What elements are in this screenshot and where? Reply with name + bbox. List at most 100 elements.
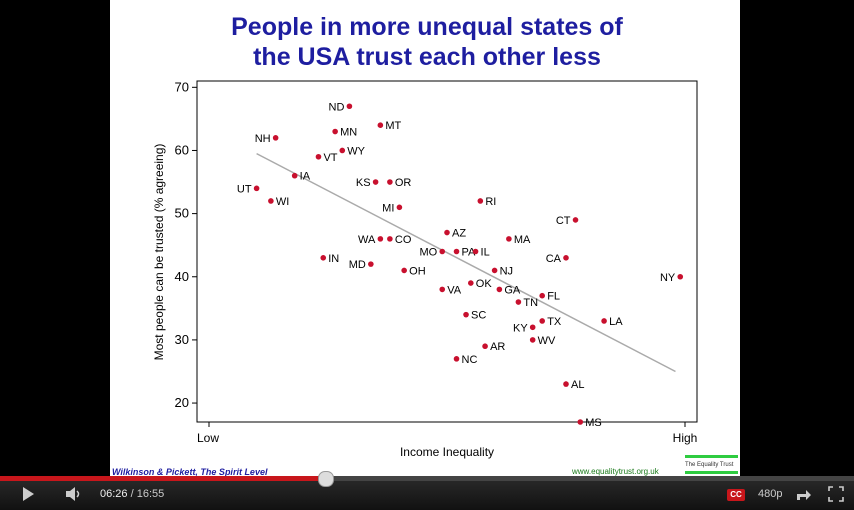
point-label-pa: PA (462, 247, 477, 259)
video-letterbox-left (0, 0, 110, 478)
data-point-in (320, 255, 327, 261)
point-label-va: VA (447, 284, 462, 296)
point-label-or: OR (395, 177, 412, 189)
point-label-ma: MA (514, 234, 531, 246)
data-point-ga (496, 286, 503, 293)
point-label-ut: UT (237, 183, 252, 195)
point-label-nd: ND (329, 101, 345, 113)
data-point-ri (477, 198, 484, 204)
share-icon[interactable] (795, 487, 813, 501)
point-label-nj: NJ (500, 265, 513, 277)
fullscreen-icon[interactable] (828, 486, 844, 502)
data-point-wy (339, 147, 346, 154)
point-label-wi: WI (276, 196, 289, 208)
point-label-vt: VT (323, 152, 337, 164)
point-label-ok: OK (476, 278, 493, 290)
x-axis-label: Income Inequality (400, 445, 494, 459)
data-point-va (439, 286, 446, 293)
point-label-al: AL (571, 379, 584, 391)
x-tick-low: Low (197, 431, 219, 445)
data-point-ks (372, 179, 379, 185)
logo-bar-top (685, 455, 738, 458)
point-label-nc: NC (462, 354, 478, 366)
citation: Wilkinson & Pickett, The Spirit Level (112, 467, 268, 477)
progress-handle[interactable] (317, 471, 334, 487)
trend-line (256, 152, 676, 373)
data-points: ND MN MT NH WY VT IA UT KS OR WI RI MI CT WA CO AZ PA MA MO… (237, 101, 684, 429)
data-point-ms (577, 419, 584, 425)
data-point-tn (515, 299, 522, 305)
scatter-chart: Income Inequality Most people can be tru… (152, 79, 698, 459)
quality-button[interactable]: 480p (758, 488, 783, 500)
point-label-nh: NH (255, 133, 271, 145)
data-point-sc (463, 311, 469, 318)
y-axis-label: Most people can be trusted (% agreeing) (152, 144, 166, 361)
data-point-ky (529, 324, 536, 331)
data-point-oh (401, 267, 407, 274)
point-label-md: MD (349, 259, 366, 271)
data-point-wa (377, 236, 384, 242)
point-label-tn: TN (523, 297, 538, 309)
y-tick-label: 20 (175, 395, 189, 410)
point-label-ar: AR (490, 341, 505, 353)
data-point-fl (539, 292, 545, 299)
data-point-tx (539, 318, 545, 324)
point-label-oh: OH (409, 265, 426, 277)
progress-played (0, 476, 325, 481)
y-tick-label: 60 (175, 142, 189, 157)
point-label-il: IL (481, 247, 490, 259)
point-label-wa: WA (358, 234, 376, 246)
data-point-az (444, 229, 450, 236)
point-label-ct: CT (556, 215, 571, 227)
data-point-wi (268, 198, 274, 204)
data-point-wv (529, 337, 536, 343)
y-tick-label: 40 (175, 269, 189, 284)
point-label-sc: SC (471, 310, 486, 322)
point-label-co: CO (395, 234, 412, 246)
logo-bar-bottom (685, 471, 738, 474)
slide: People in more unequal states of the USA… (110, 0, 740, 478)
point-label-in: IN (328, 253, 339, 265)
data-point-nj (491, 267, 498, 274)
data-point-ut (253, 185, 260, 192)
play-icon[interactable] (20, 486, 36, 502)
data-point-ia (291, 172, 298, 179)
video-letterbox-right (740, 0, 854, 478)
point-label-ga: GA (504, 284, 521, 296)
volume-icon[interactable] (65, 486, 83, 502)
point-label-wv: WV (538, 335, 556, 347)
data-point-pa (453, 248, 460, 255)
point-label-ri: RI (485, 196, 496, 208)
data-point-nd (346, 103, 353, 110)
x-tick-high: High (673, 431, 698, 445)
point-label-mn: MN (340, 127, 357, 139)
y-tick-label: 70 (175, 79, 189, 94)
title-line-2: the USA trust each other less (253, 43, 601, 71)
point-label-ms: MS (585, 417, 602, 429)
data-point-il (472, 248, 479, 255)
point-label-ks: KS (356, 177, 371, 189)
data-point-mi (396, 204, 403, 211)
slide-title: People in more unequal states of the USA… (110, 12, 744, 72)
regression-line (256, 152, 676, 373)
data-point-al (563, 381, 569, 387)
data-point-ar (482, 343, 488, 350)
data-point-md (368, 261, 374, 267)
y-tick-label: 30 (175, 332, 189, 347)
data-point-nh (272, 135, 279, 141)
data-point-mn (332, 128, 338, 135)
data-point-or (387, 179, 393, 185)
logo-text: The Equality Trust (685, 462, 734, 468)
progress-bar[interactable] (0, 471, 854, 487)
point-label-ia: IA (300, 171, 311, 183)
data-point-ca (563, 255, 569, 261)
data-point-nc (453, 356, 460, 362)
data-point-mo (439, 248, 446, 255)
captions-icon[interactable]: CC (727, 489, 745, 501)
data-point-mt (377, 122, 384, 129)
point-label-mi: MI (382, 202, 394, 214)
point-label-mt: MT (385, 120, 401, 132)
website-link[interactable]: www.equalitytrust.org.uk (572, 467, 659, 476)
time-separator: / (130, 488, 134, 500)
point-label-ny: NY (660, 272, 676, 284)
